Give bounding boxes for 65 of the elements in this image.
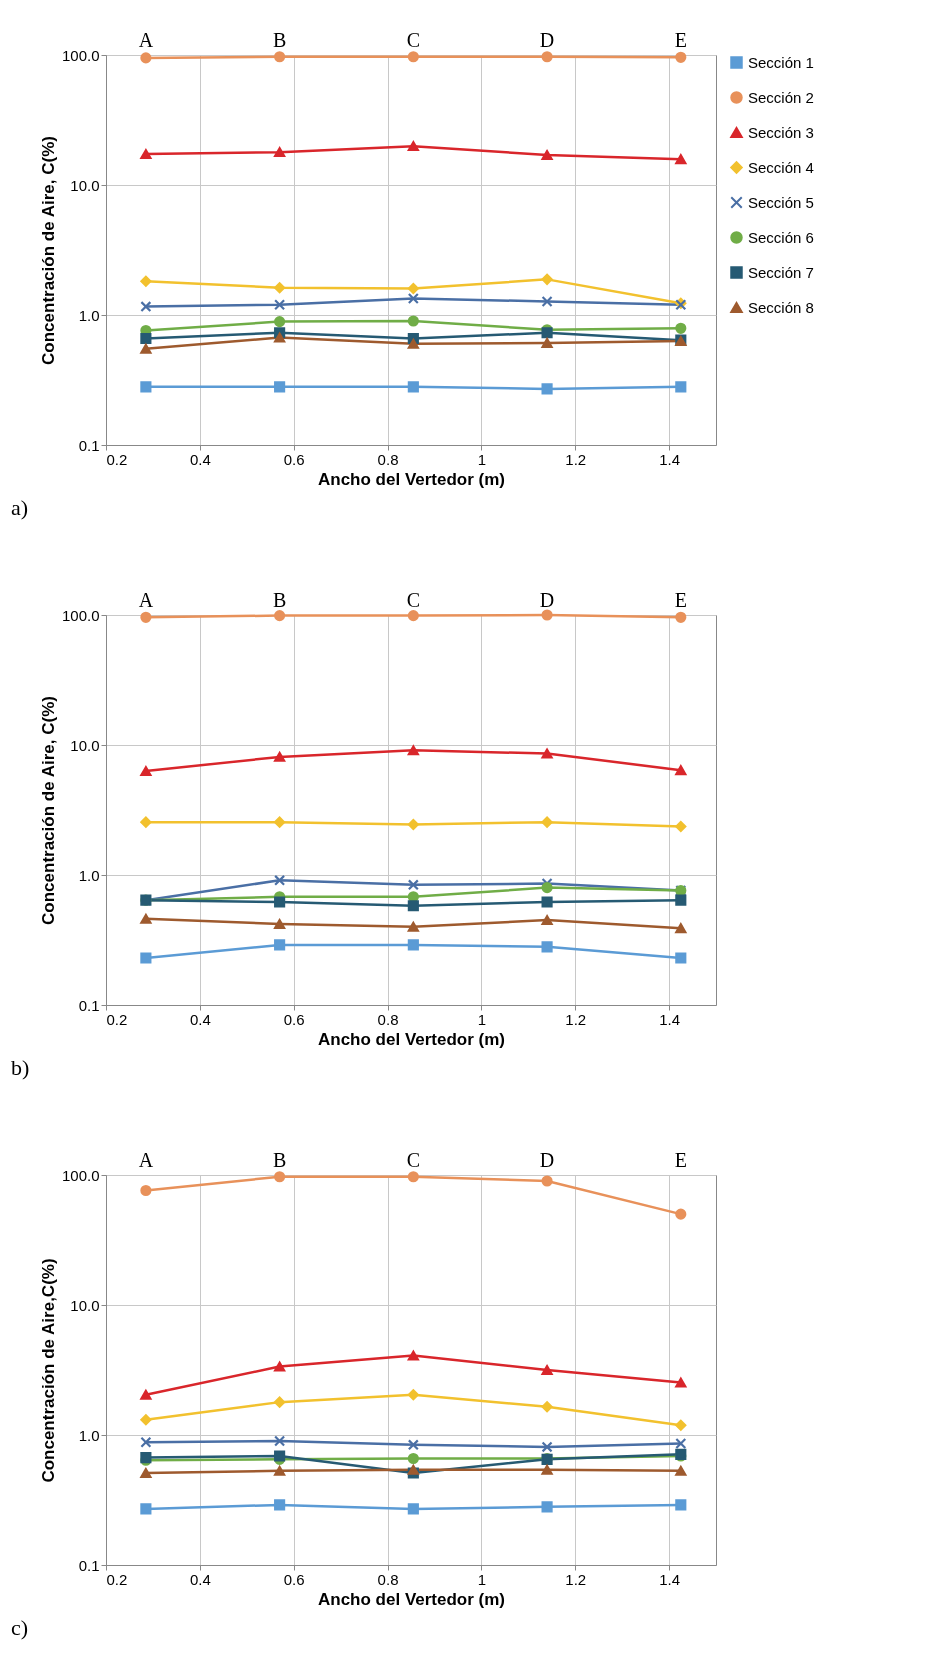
x-tick-label: 0.6 [283,450,305,468]
x-axis-title: Ancho del Vertedor (m) [317,469,506,489]
y-tick-label: 10.0 [70,176,100,194]
text: A [138,589,154,611]
y-tick-label: 0.1 [78,1556,100,1574]
legend-label: Sección 1 [748,53,814,71]
x-tick-label: 0.4 [189,1010,211,1028]
x-tick-label: 1.2 [565,450,587,468]
y-tick-label: 100.0 [61,606,100,624]
x-tick-label: 0.4 [189,450,211,468]
y-tick-label: 100.0 [61,46,100,64]
x-tick-label: 0.6 [283,1570,305,1588]
y-axis-title: Concentración de Aire, C(%) [38,136,58,365]
y-tick-label: 10.0 [70,736,100,754]
legend-label: Sección 5 [748,193,814,211]
x-tick-label: 0.6 [283,1010,305,1028]
text: B [272,589,287,611]
x-tick-label: 0.2 [106,1010,128,1028]
x-tick-label: 0.2 [106,1570,128,1588]
y-tick-label: 100.0 [61,1166,100,1184]
legend-label: Sección 4 [748,158,814,176]
y-tick-label: 0.1 [78,436,100,454]
y-axis-title: Concentración de Aire, C(%) [38,696,58,925]
text: a) [11,495,29,520]
text: E [674,29,687,51]
x-tick-label: 1.4 [659,450,681,468]
legend-label: Sección 6 [748,228,814,246]
text: A [138,29,154,51]
x-tick-label: 1 [477,1570,487,1588]
text: B [272,1149,287,1171]
text: E [674,1149,687,1171]
x-axis-title: Ancho del Vertedor (m) [317,1029,506,1049]
x-tick-label: 0.4 [189,1570,211,1588]
text: D [539,29,555,51]
text: D [539,589,555,611]
x-tick-label: 1 [477,1010,487,1028]
text: B [272,29,287,51]
text: C [406,589,421,611]
x-axis-title: Ancho del Vertedor (m) [317,1589,506,1609]
legend-label: Sección 3 [748,123,814,141]
text: C [406,29,421,51]
x-tick-label: 1 [477,450,487,468]
text: c) [11,1615,29,1640]
y-tick-label: 1.0 [78,866,100,884]
text: C [406,1149,421,1171]
y-axis-title: Concentración de Aire,C(%) [38,1258,58,1483]
y-tick-label: 1.0 [78,306,100,324]
x-tick-label: 0.8 [377,450,399,468]
text: A [138,1149,154,1171]
y-tick-label: 10.0 [70,1296,100,1314]
x-tick-label: 0.2 [106,450,128,468]
text: b) [11,1055,30,1080]
x-tick-label: 1.4 [659,1010,681,1028]
x-tick-label: 1.2 [565,1010,587,1028]
x-tick-label: 1.2 [565,1570,587,1588]
legend-label: Sección 7 [748,263,814,281]
x-tick-label: 0.8 [377,1570,399,1588]
x-tick-label: 0.8 [377,1010,399,1028]
text: D [539,1149,555,1171]
legend-label: Sección 8 [748,298,814,316]
text: E [674,589,687,611]
x-tick-label: 1.4 [659,1570,681,1588]
legend-label: Sección 2 [748,88,814,106]
y-tick-label: 1.0 [78,1426,100,1444]
y-tick-label: 0.1 [78,996,100,1014]
